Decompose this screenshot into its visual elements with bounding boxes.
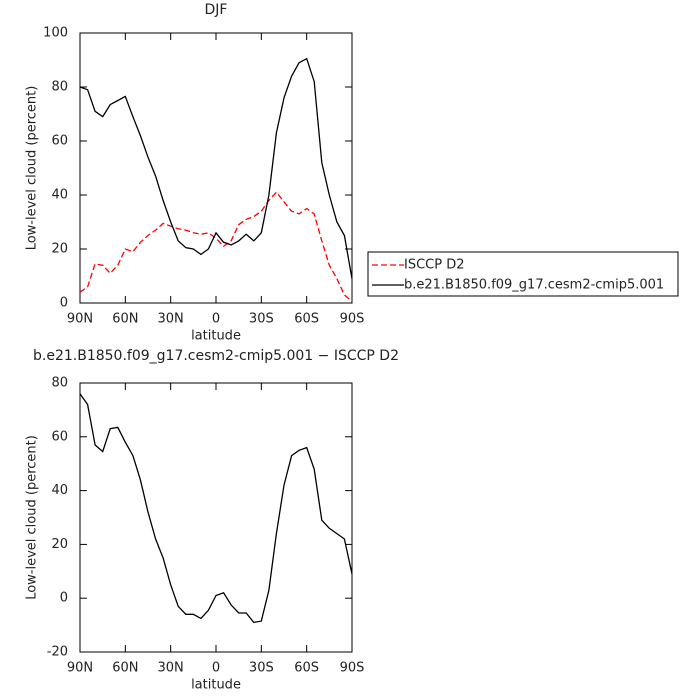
legend-box: [367, 251, 679, 297]
chart-title: DJF: [205, 2, 228, 18]
y-tick-label: 0: [60, 296, 68, 311]
y-tick-label: 60: [51, 429, 68, 444]
y-tick-label: 20: [51, 537, 68, 552]
x-tick-label: 30S: [249, 312, 274, 327]
data-line: [79, 191, 353, 303]
x-tick-label: 90N: [67, 312, 93, 327]
y-tick-label: 80: [51, 80, 68, 95]
y-tick-label: 100: [43, 26, 68, 41]
y-tick-label: 20: [51, 242, 68, 257]
x-axis-label: latitude: [191, 329, 241, 344]
y-tick-label: 40: [51, 188, 68, 203]
legend-label: b.e21.B1850.f09_g17.cesm2-cmip5.001: [404, 278, 664, 293]
x-tick-label: 30N: [158, 312, 184, 327]
data-line: [79, 393, 353, 624]
y-tick-label: -20: [47, 645, 68, 660]
x-tick-label: 90N: [67, 661, 93, 676]
data-line: [79, 57, 353, 279]
plot-frame: [79, 382, 353, 653]
x-tick-label: 60S: [294, 661, 319, 676]
x-tick-label: 60N: [112, 312, 138, 327]
legend-label: ISCCP D2: [404, 258, 465, 273]
x-tick-label: 90S: [340, 312, 365, 327]
x-axis-label: latitude: [191, 678, 241, 693]
y-axis-label: Low-level cloud (percent): [25, 86, 40, 251]
y-tick-label: 60: [51, 134, 68, 149]
x-tick-label: 60N: [112, 661, 138, 676]
x-tick-label: 90S: [340, 661, 365, 676]
y-tick-label: 40: [51, 483, 68, 498]
y-tick-label: 0: [60, 591, 68, 606]
x-tick-label: 30S: [249, 661, 274, 676]
x-tick-label: 0: [212, 661, 220, 676]
y-tick-label: 80: [51, 376, 68, 391]
chart-title: b.e21.B1850.f09_g17.cesm2-cmip5.001 − IS…: [33, 348, 399, 364]
y-axis-label: Low-level cloud (percent): [25, 435, 40, 600]
x-tick-label: 0: [212, 312, 220, 327]
x-tick-label: 30N: [158, 661, 184, 676]
x-tick-label: 60S: [294, 312, 319, 327]
